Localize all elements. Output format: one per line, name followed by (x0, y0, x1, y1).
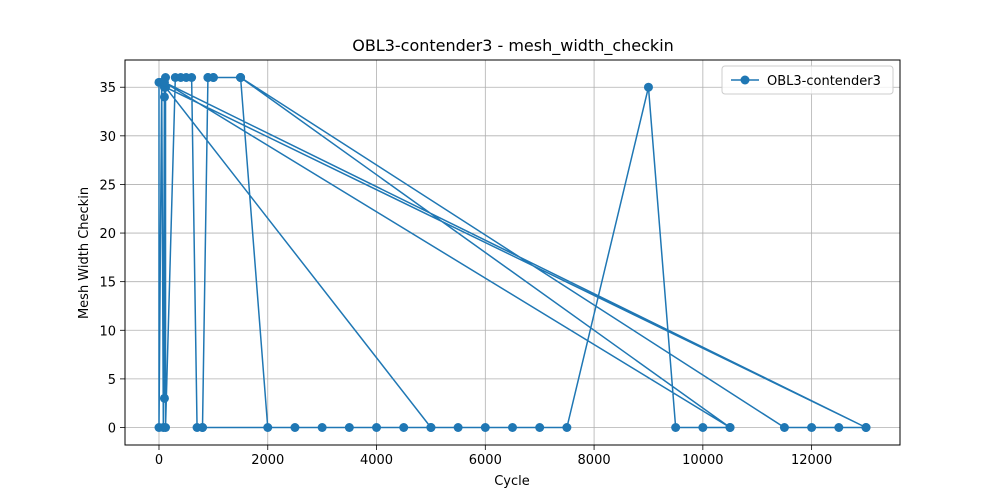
data-point (861, 423, 871, 432)
data-point (263, 423, 273, 432)
data-point (159, 77, 169, 87)
data-point (198, 423, 207, 432)
data-point (290, 423, 300, 432)
data-point (399, 423, 409, 432)
grid (125, 60, 900, 445)
y-tick-label: 20 (99, 227, 116, 242)
y-tick-label: 35 (99, 81, 116, 96)
x-tick-label: 8000 (578, 453, 611, 468)
y-tick-label: 15 (99, 276, 116, 291)
data-point (779, 423, 789, 432)
legend-box (721, 65, 894, 95)
data-point (725, 423, 735, 432)
x-tick-label: 10000 (682, 453, 723, 468)
y-tick-label: 10 (99, 324, 116, 339)
data-point (480, 423, 490, 432)
legend-point-marker (740, 75, 750, 85)
x-tick-label: 0 (155, 453, 163, 468)
data-point (535, 423, 545, 432)
y-axis-ticks: 0 5 10 15 20 25 30 35 (99, 81, 125, 437)
legend-label: OBL3-contender3 (767, 74, 881, 89)
x-tick-label: 12000 (791, 453, 832, 468)
x-tick-label: 4000 (360, 453, 393, 468)
data-point (317, 423, 327, 432)
x-axis-label: Cycle (494, 474, 530, 489)
data-point (344, 423, 354, 432)
data-point (159, 393, 169, 403)
data-point (834, 423, 844, 432)
series-layer (154, 73, 871, 432)
y-axis-label: Mesh Width Checkin (77, 187, 92, 319)
y-tick-label: 25 (99, 178, 116, 193)
data-point (807, 423, 817, 432)
plot-frame (124, 59, 901, 446)
series-line (158, 76, 867, 429)
data-point (562, 423, 572, 432)
data-point (671, 423, 681, 432)
data-point (187, 73, 197, 82)
data-point (643, 82, 653, 92)
x-tick-label: 6000 (469, 453, 502, 468)
data-point (372, 423, 382, 432)
chart-title: OBL3-contender3 - mesh_width_checkin (352, 36, 674, 56)
data-point (453, 423, 463, 432)
data-point (203, 73, 213, 82)
x-tick-label: 2000 (251, 453, 284, 468)
data-point (508, 423, 517, 432)
y-tick-label: 30 (99, 130, 116, 145)
data-point (159, 92, 169, 102)
legend: OBL3-contender3 (721, 65, 894, 95)
data-point (698, 423, 708, 432)
data-point (161, 423, 171, 432)
data-point (426, 423, 436, 432)
x-axis-ticks: 0 2000 4000 6000 8000 10000 12000 (155, 445, 832, 468)
y-tick-label: 0 (108, 422, 116, 437)
data-point (236, 73, 246, 82)
y-tick-label: 5 (108, 373, 116, 388)
